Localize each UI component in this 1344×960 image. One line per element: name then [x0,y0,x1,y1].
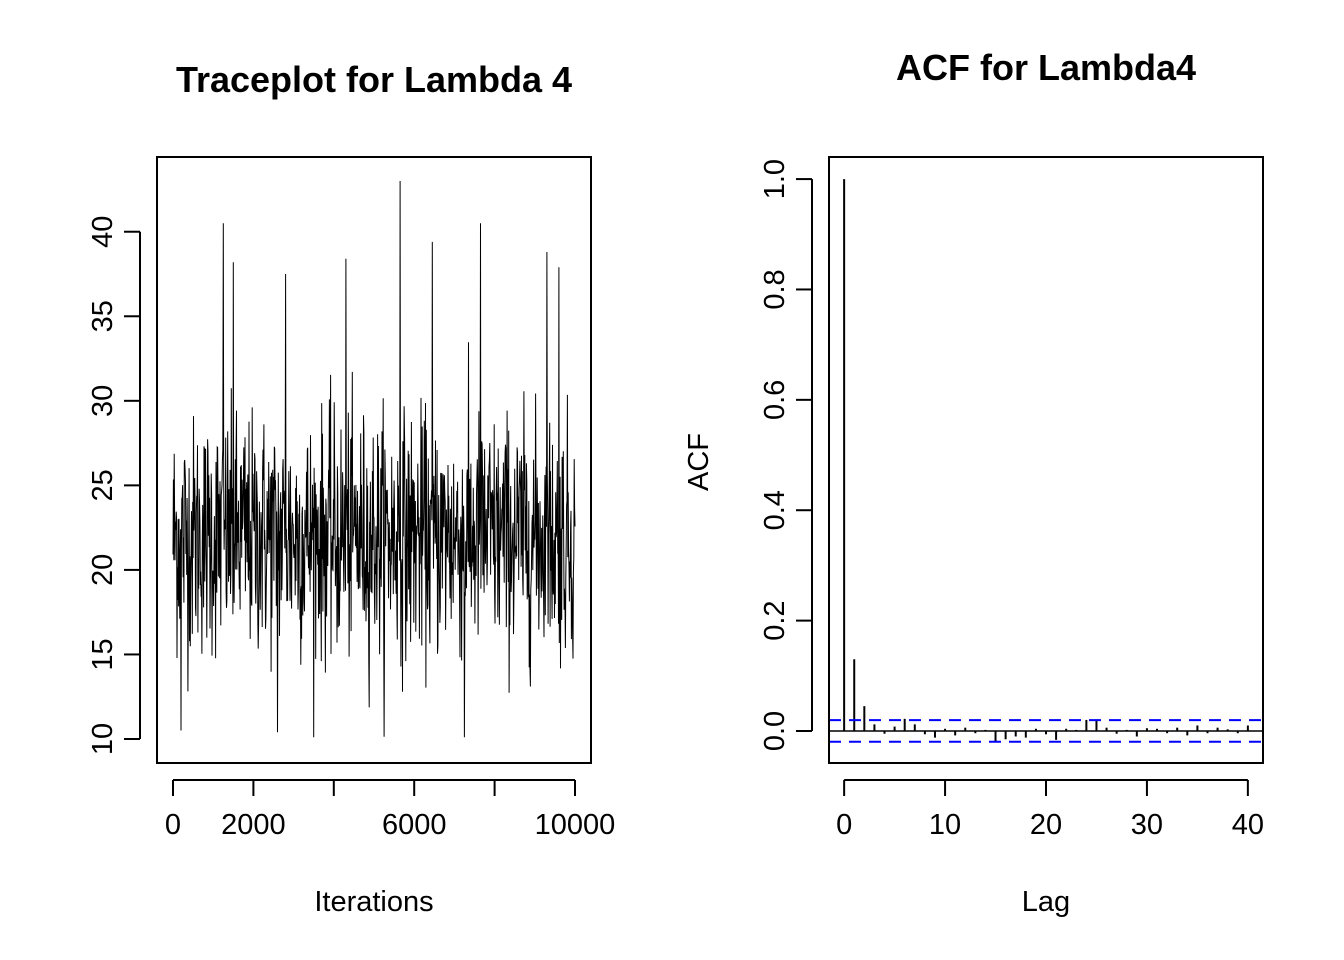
traceplot-frame [156,156,592,764]
traceplot-y-tick-label: 30 [87,385,119,417]
acf-x-tick-label: 40 [1232,809,1264,841]
traceplot-plot-area [172,180,576,738]
acf-y-axis-label: ACF [683,433,715,491]
traceplot-y-axis: 10 15 20 25 30 35 40 [87,216,141,755]
traceplot-x-axis-label: Iterations [314,886,433,918]
traceplot-y-tick-label: 10 [87,723,119,755]
acf-x-tick-label: 0 [836,809,852,841]
traceplot-title: Traceplot for Lambda 4 [176,59,572,100]
trace-series-line [172,180,576,738]
traceplot-y-tick-label: 15 [87,638,119,670]
traceplot-x-tick-label: 2000 [221,809,286,841]
acf-title: ACF for Lambda4 [896,47,1196,88]
acf-y-axis: 0.0 0.2 0.4 0.6 0.8 1.0 [759,159,813,751]
acf-y-tick-label: 1.0 [759,159,791,199]
acf-panel: ACF for Lambda4 0 10 20 30 40 0.00.20.40.60.… [683,47,1264,918]
traceplot-y-tick-label: 25 [87,469,119,501]
acf-frame [828,156,1264,764]
traceplot-y-tick-label: 20 [87,554,119,586]
acf-y-tick-label: 0.0 [759,711,791,751]
traceplot-x-axis: 0 2000 6000 10000 [165,779,616,841]
traceplot-x-tick-label: 10000 [535,809,616,841]
acf-x-axis-label: Lag [1022,886,1070,918]
acf-y-tick-label: 0.6 [759,380,791,420]
acf-y-tick-label: 0.8 [759,269,791,309]
traceplot-x-tick-label: 6000 [382,809,447,841]
traceplot-y-tick-label: 35 [87,300,119,332]
acf-x-tick-label: 20 [1030,809,1062,841]
acf-y-tick-label: 0.4 [759,490,791,530]
acf-bars [843,179,1249,743]
traceplot-y-tick-label: 40 [87,216,119,248]
acf-x-tick-label: 10 [929,809,961,841]
acf-x-axis: 0 10 20 30 40 [836,779,1264,841]
acf-x-tick-label: 30 [1131,809,1163,841]
traceplot-x-tick-label: 0 [165,809,181,841]
acf-y-tick-label: 0.2 [759,600,791,640]
traceplot-panel: Traceplot for Lambda 4 0 2000 6000 10000 10… [87,59,615,918]
